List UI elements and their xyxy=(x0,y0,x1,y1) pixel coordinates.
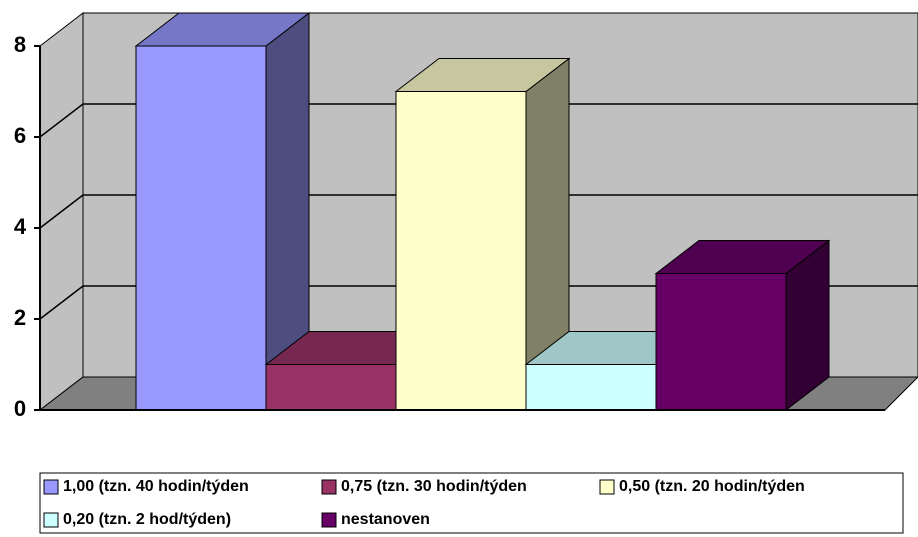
grid-line xyxy=(39,194,918,229)
bar-front xyxy=(525,364,657,411)
legend-swatch xyxy=(321,512,337,528)
y-tick-label: 8 xyxy=(14,32,26,57)
bar-front xyxy=(265,364,397,411)
legend-label: 1,00 (tzn. 40 hodin/týden xyxy=(63,478,249,495)
grid-line xyxy=(39,285,918,320)
legend-label: 0,20 (tzn. 2 hod/týden) xyxy=(63,511,231,528)
bar xyxy=(654,239,831,412)
bars xyxy=(134,11,831,412)
legend-swatch xyxy=(321,479,337,495)
y-tick-label: 6 xyxy=(14,123,26,148)
legend-label: 0,75 (tzn. 30 hodin/týden xyxy=(341,478,527,495)
legend: 1,00 (tzn. 40 hodin/týden 0,75 (tzn. 30 h… xyxy=(43,478,805,528)
y-tick-label: 0 xyxy=(14,396,26,421)
legend-box xyxy=(39,472,904,534)
grid xyxy=(39,103,918,320)
legend-swatch xyxy=(43,479,59,495)
bar-front xyxy=(655,273,787,411)
bar-front xyxy=(395,91,527,411)
legend-swatch xyxy=(599,479,615,495)
y-tick-label: 4 xyxy=(14,214,27,239)
legend-swatch xyxy=(43,512,59,528)
bar xyxy=(394,57,571,412)
bar-front xyxy=(135,45,267,411)
y-tick-label: 2 xyxy=(14,305,26,330)
legend-label: nestanoven xyxy=(341,511,430,528)
bar xyxy=(134,11,311,412)
legend-label: 0,50 (tzn. 20 hodin/týden xyxy=(619,478,805,495)
grid-line xyxy=(39,103,918,138)
